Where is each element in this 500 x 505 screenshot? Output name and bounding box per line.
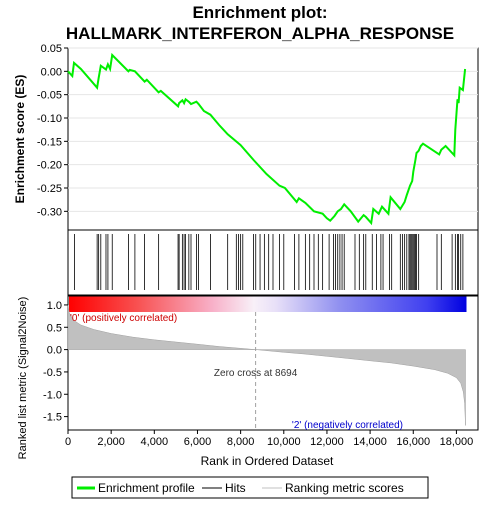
es-gridlines: [68, 47, 478, 212]
x-axis-tick-label: 2,000: [97, 436, 125, 448]
zero-cross-label: Zero cross at 8694: [214, 368, 298, 379]
negative-correlation-label: '2' (negatively correlated): [292, 420, 403, 431]
rank-y-tick-label: 0.5: [47, 322, 62, 334]
x-axis-tick-label: 10,000: [267, 436, 301, 448]
chart-title-line1: Enrichment plot:: [192, 3, 327, 22]
es-y-tick-label: -0.10: [37, 113, 62, 125]
legend-hits-label: Hits: [225, 481, 246, 495]
es-y-tick-label: 0.05: [41, 43, 62, 55]
es-y-axis-ticks: 0.05 0.00 -0.05 -0.10 -0.15 -0.20 -0.25 -0.30: [37, 43, 68, 218]
chart-title-line2: HALLMARK_INTERFERON_ALPHA_RESPONSE: [66, 24, 454, 43]
x-axis-tick-label: 12,000: [310, 436, 344, 448]
es-y-tick-label: -0.20: [37, 160, 62, 172]
es-y-tick-label: 0.00: [41, 66, 62, 78]
x-axis-tick-label: 4,000: [141, 436, 169, 448]
rank-y-tick-label: -1.5: [43, 412, 62, 424]
x-axis-tick-label: 0: [65, 436, 71, 448]
x-axis-ticks: 0 2,000 4,000 6,000 8,000 10,000 12,000 14,000 1…: [65, 430, 473, 448]
rank-y-axis-label: Ranked list metric (Signal2Noise): [17, 297, 29, 460]
rank-y-tick-label: -1.0: [43, 389, 62, 401]
x-axis-tick-label: 18,000: [440, 436, 474, 448]
es-y-axis-label: Enrichment score (ES): [13, 75, 27, 204]
x-axis-tick-label: 16,000: [396, 436, 430, 448]
legend-enrichment-label: Enrichment profile: [98, 481, 195, 495]
positive-correlation-label: '0' (positively correlated): [70, 313, 177, 324]
x-axis-label: Rank in Ordered Dataset: [201, 454, 334, 468]
rank-y-tick-label: 0.0: [47, 345, 62, 357]
hit-markers: [74, 234, 464, 290]
enrichment-profile-line: [67, 52, 467, 226]
x-axis-tick-label: 8,000: [227, 436, 255, 448]
ranking-metric-area: [67, 304, 466, 426]
rank-y-tick-label: -0.5: [43, 367, 62, 379]
es-y-tick-label: -0.05: [37, 90, 62, 102]
rank-panel-frame: [67, 295, 479, 431]
x-axis-tick-label: 6,000: [184, 436, 212, 448]
rank-y-axis-ticks: 1.0 0.5 0.0 -0.5 -1.0 -1.5: [43, 300, 68, 424]
legend-ranking-label: Ranking metric scores: [285, 481, 404, 495]
rank-color-gradient-bar: [69, 296, 467, 312]
es-y-tick-label: -0.25: [37, 183, 62, 195]
x-axis-tick-label: 14,000: [353, 436, 387, 448]
es-y-tick-label: -0.30: [37, 206, 62, 218]
rank-y-tick-label: 1.0: [47, 300, 62, 312]
es-y-tick-label: -0.15: [37, 136, 62, 148]
es-panel-frame: [67, 47, 479, 231]
legend-box: [71, 476, 429, 499]
